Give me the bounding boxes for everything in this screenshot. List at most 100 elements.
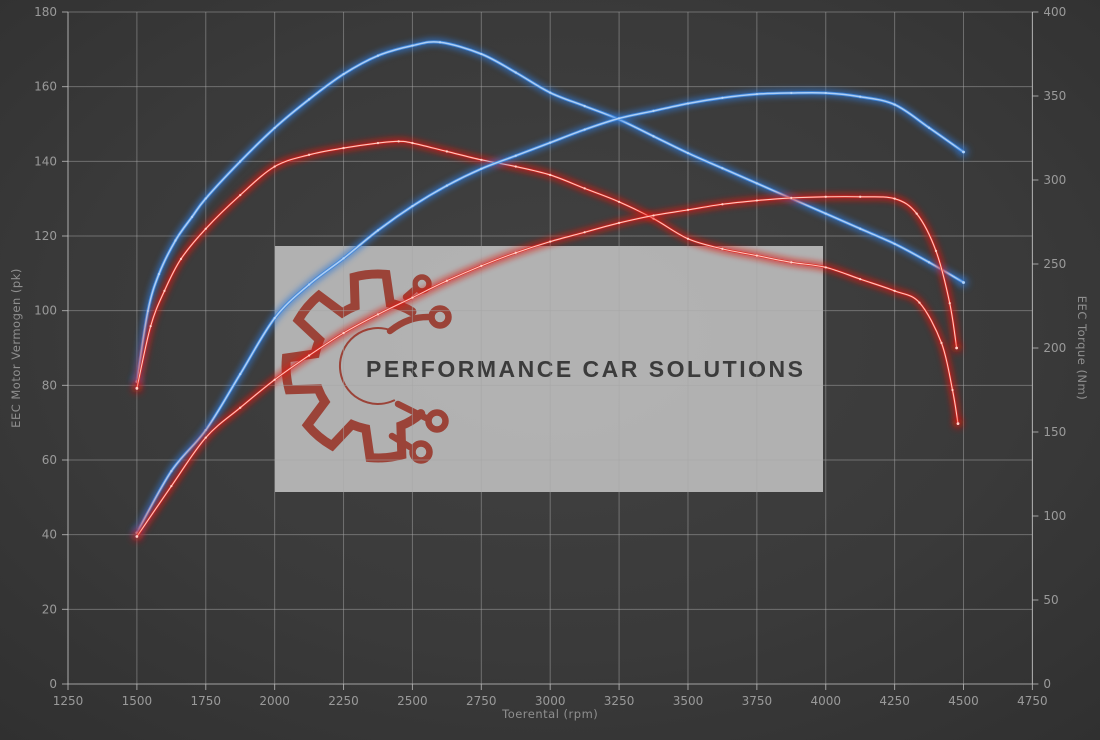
series-power-blue-point-3250 — [617, 117, 621, 120]
right-tick-label-350: 350 — [1043, 89, 1066, 103]
series-torque-blue-point-1875 — [239, 160, 242, 163]
series-torque-blue-point-3375 — [652, 135, 655, 138]
series-torque-red-point-1750 — [204, 227, 207, 230]
series-torque-blue-point-4000 — [824, 212, 827, 215]
series-power-red-point-2500 — [411, 296, 414, 299]
circuit-trace-2 — [386, 313, 432, 335]
x-tick-label-2500: 2500 — [397, 694, 428, 708]
left-tick-label-160: 160 — [34, 80, 57, 94]
series-power-red-point-4000 — [824, 195, 827, 198]
right-tick-label-300: 300 — [1043, 173, 1066, 187]
series-torque-blue — [132, 37, 968, 386]
series-torque-blue-point-3000 — [549, 91, 552, 94]
series-torque-red-point-3000 — [549, 173, 552, 177]
series-torque-red-point-2750 — [480, 158, 483, 161]
series-power-red-point-2625 — [445, 279, 449, 282]
series-power-red-point-3000 — [549, 240, 552, 243]
series-torque-blue-point-2375 — [376, 54, 380, 57]
series-torque-red-point-2875 — [514, 165, 517, 168]
series-torque-blue-end-dot — [962, 281, 965, 284]
x-tick-label-1750: 1750 — [190, 694, 221, 708]
series-power-blue-end-dot — [962, 150, 965, 154]
series-torque-blue-core — [136, 41, 965, 383]
series-power-red-point-3375 — [652, 214, 655, 217]
series-power-red-point-4400 — [934, 249, 938, 253]
series-power-red-point-3875 — [790, 196, 793, 200]
x-tick-label-3250: 3250 — [604, 694, 635, 708]
gear-inner-arc — [338, 327, 396, 405]
series-torque-red — [132, 137, 963, 428]
series-power-red-point-3625 — [721, 203, 724, 206]
series-power-blue-point-1875 — [239, 372, 242, 376]
x-tick-label-2750: 2750 — [466, 694, 497, 708]
series-torque-blue-point-3125 — [583, 104, 586, 108]
series-torque-red-point-2000 — [273, 165, 276, 168]
series-power-red-point-4125 — [859, 195, 862, 198]
series-torque-red-point-3125 — [583, 187, 586, 190]
x-tick-label-4750: 4750 — [1017, 694, 1048, 708]
x-tick-label-2250: 2250 — [328, 694, 359, 708]
circuit-trace-4 — [388, 432, 414, 451]
series-power-red-point-1875 — [239, 406, 242, 409]
series-power-blue-point-3750 — [755, 92, 759, 96]
series-torque-red-point-4125 — [859, 277, 862, 281]
left-tick-label-140: 140 — [34, 154, 57, 168]
series-torque-red-core — [136, 140, 959, 425]
series-torque-red-point-1600 — [163, 289, 166, 293]
series-power-red-point-4330 — [915, 212, 918, 215]
series-power-blue-point-2250 — [342, 257, 345, 260]
series-power-blue-point-1750 — [204, 428, 207, 432]
right-tick-label-50: 50 — [1043, 593, 1058, 607]
x-tick-label-4000: 4000 — [810, 694, 841, 708]
right-axis-title: EEC Torque (Nm) — [1075, 296, 1089, 400]
series-power-red-point-4450 — [948, 302, 951, 305]
series-torque-red-point-1660 — [179, 257, 183, 261]
left-tick-label-180: 180 — [34, 5, 57, 19]
series-power-blue-point-2625 — [445, 184, 449, 187]
curves — [132, 37, 968, 541]
series-power-red-point-3125 — [583, 231, 586, 234]
series-power-red-point-2750 — [480, 264, 483, 268]
series-torque-blue-point-2000 — [273, 126, 276, 130]
series-power-red-start-dot — [135, 535, 139, 538]
series-power-blue-point-4375 — [927, 126, 931, 129]
series-torque-blue-point-2500 — [411, 44, 414, 47]
series-torque-blue-point-2250 — [342, 73, 345, 76]
series-power-blue-point-1625 — [170, 470, 173, 473]
series-torque-blue-point-1700 — [190, 215, 194, 219]
series-torque-red-point-3875 — [790, 261, 793, 264]
series-torque-red-point-2500 — [411, 141, 414, 145]
series-power-red — [132, 192, 961, 541]
left-tick-label-120: 120 — [34, 229, 57, 243]
series-torque-blue-point-2750 — [480, 52, 483, 56]
series-power-red-point-3750 — [755, 199, 759, 202]
series-power-blue-point-3625 — [721, 96, 724, 100]
series-torque-blue-point-3500 — [686, 151, 690, 155]
series-power-blue-point-2875 — [514, 154, 517, 157]
series-power-blue-point-3875 — [790, 91, 793, 95]
series-power-blue-point-2125 — [307, 283, 311, 286]
series-power-blue-point-2750 — [480, 167, 483, 170]
right-tick-label-250: 250 — [1043, 257, 1066, 271]
left-tick-label-0: 0 — [49, 677, 57, 691]
right-tick-label-100: 100 — [1043, 509, 1066, 523]
series-torque-blue-point-2600 — [438, 41, 442, 44]
series-torque-blue-point-3625 — [721, 167, 724, 170]
x-tick-label-1500: 1500 — [122, 694, 153, 708]
right-tick-label-150: 150 — [1043, 425, 1066, 439]
x-axis-title: Toerental (rpm) — [501, 707, 598, 721]
series-torque-blue-point-2875 — [514, 71, 517, 74]
series-power-blue-point-4125 — [859, 95, 862, 98]
series-torque-blue-point-3750 — [755, 182, 759, 185]
x-tick-label-4250: 4250 — [879, 694, 910, 708]
series-power-blue-point-2000 — [273, 316, 276, 320]
series-torque-blue-point-1540 — [146, 309, 150, 313]
left-tick-label-80: 80 — [42, 378, 57, 392]
series-torque-red-point-2375 — [376, 141, 380, 145]
series-power-red-point-3500 — [686, 208, 690, 212]
series-torque-blue-point-2125 — [307, 98, 311, 101]
x-tick-label-2000: 2000 — [259, 694, 290, 708]
series-power-red-point-2250 — [342, 331, 345, 335]
